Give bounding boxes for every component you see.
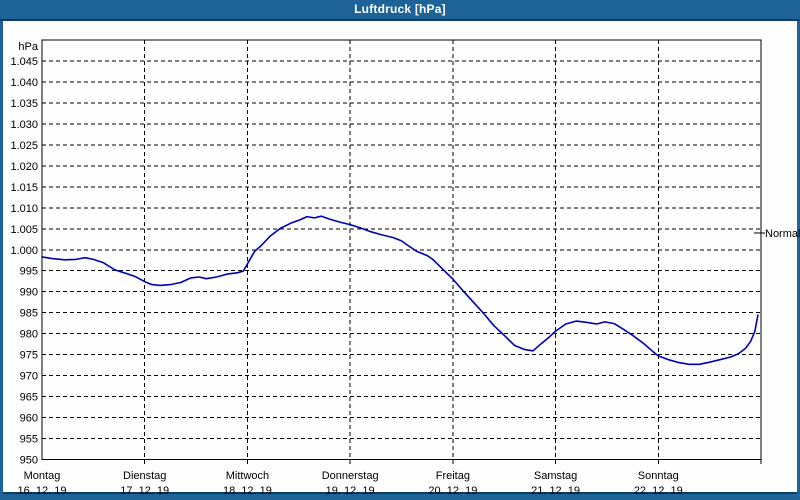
day-name-label: Freitag [436,470,470,482]
pressure-curve [41,215,759,366]
y-tick-label: 950 [20,455,38,467]
y-tick-label: 965 [20,392,38,404]
day-name-label: Sonntag [638,470,679,482]
y-tick-label: 995 [20,266,38,278]
y-tick-label: 960 [20,413,38,425]
y-tick-label: 955 [20,434,38,446]
day-name-label: Donnerstag [322,470,379,482]
y-tick-label: 1.010 [10,203,38,215]
day-name-label: Mittwoch [226,470,269,482]
chart-panel: hPa 1.045 1.040 1.035 1.030 1.025 1.020 1.015 1.… [3,21,800,497]
y-tick-label: 1.040 [10,77,38,89]
window-title: Luftdruck [hPa] [354,2,446,16]
y-tick-label: 970 [20,371,38,383]
day-date-label: 19. 12. 19 [326,485,375,497]
data-series [41,215,759,366]
y-tick-label: 990 [20,287,38,299]
y-tick-label: 1.025 [10,140,38,152]
day-date-label: 22. 12. 19 [634,485,683,497]
y-tick-label: 1.005 [10,224,38,236]
axis-labels: hPa 1.045 1.040 1.035 1.030 1.025 1.020 1.015 1.… [10,41,800,497]
y-tick-label: 980 [20,329,38,341]
y-tick-label: 1.045 [10,56,38,68]
y-tick-label: 975 [20,350,38,362]
y-tick-label: 1.030 [10,119,38,131]
y-tick-label: 985 [20,308,38,320]
plot-border [41,39,762,461]
day-date-label: 16. 12. 19 [18,485,67,497]
plot-frame [41,39,765,464]
window-title-bar: Luftdruck [hPa] [0,0,800,21]
y-tick-label: 1.035 [10,98,38,110]
y-axis-unit-label: hPa [18,41,38,53]
day-date-label: 18. 12. 19 [223,485,272,497]
day-date-label: 20. 12. 19 [428,485,477,497]
gridlines [42,40,761,460]
normal-marker-label: Normal [765,228,800,240]
y-tick-label: 1.000 [10,245,38,257]
y-tick-label: 1.015 [10,182,38,194]
day-name-label: Dienstag [123,470,166,482]
day-date-label: 21. 12. 19 [531,485,580,497]
y-tick-label: 1.020 [10,161,38,173]
day-name-label: Samstag [534,470,577,482]
day-name-label: Montag [24,470,61,482]
day-date-label: 17. 12. 19 [120,485,169,497]
